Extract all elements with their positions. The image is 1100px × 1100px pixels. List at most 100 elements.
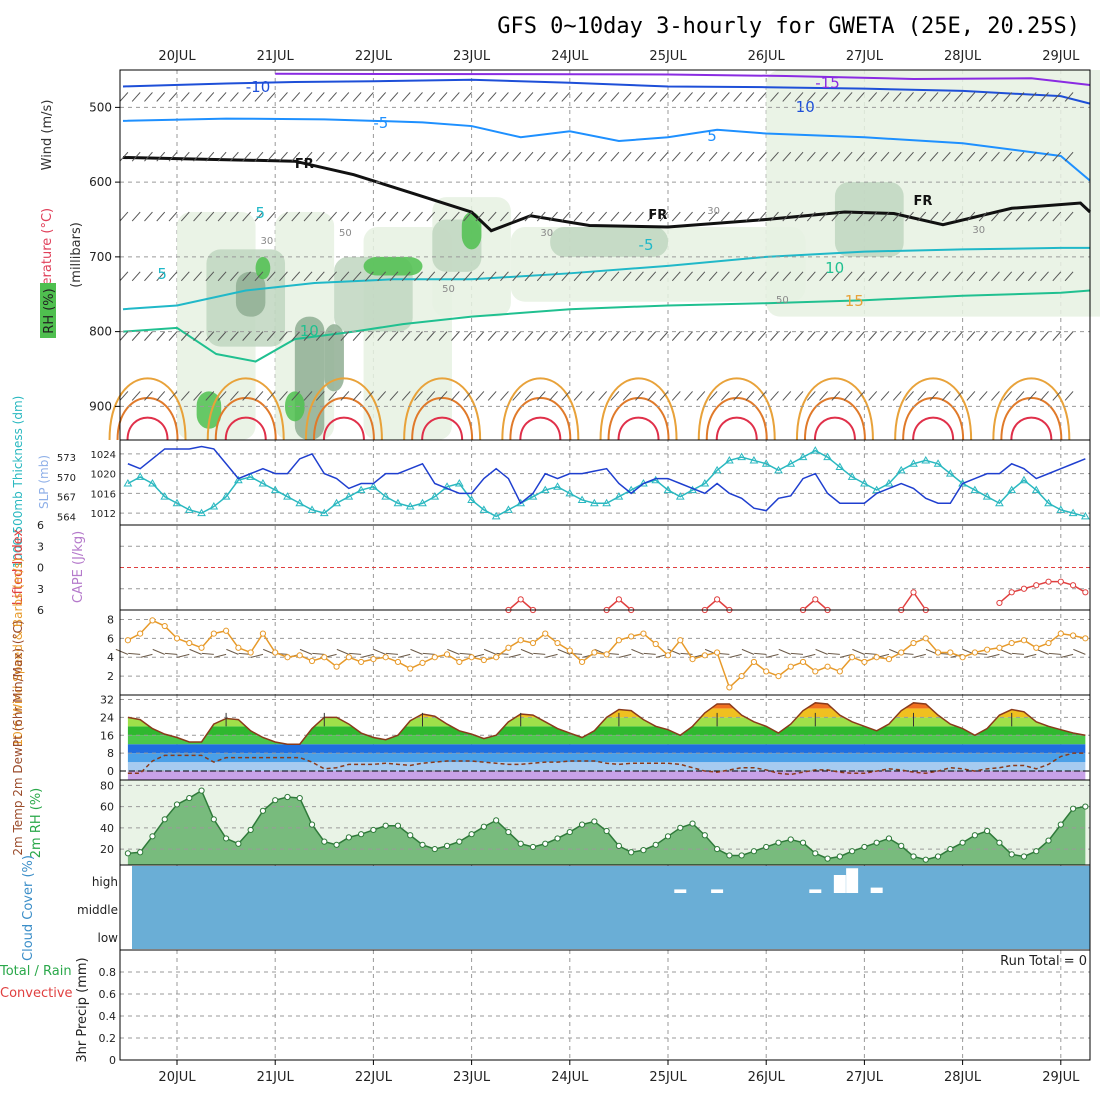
top-day-label: 29JUL (1042, 49, 1080, 64)
wind10m-barb (152, 648, 165, 655)
wind-barb (635, 151, 644, 162)
wind-barb (696, 391, 706, 401)
wind-barb (671, 391, 681, 401)
wind-barb (242, 211, 252, 222)
wind-speed-point (1082, 635, 1089, 642)
wind-barb (868, 92, 878, 102)
lifted-index-point (812, 596, 819, 603)
wind-speed-point (358, 658, 365, 666)
wind-barb (156, 271, 166, 282)
wind-barb (647, 92, 657, 102)
wind-speed-point (1045, 639, 1052, 647)
precip-tick-label: 0.6 (99, 988, 117, 1001)
wind-speed-point (836, 668, 843, 675)
wind-barb (1003, 211, 1013, 222)
wind-barb (941, 331, 951, 341)
wind-barb (230, 151, 239, 162)
wind10m-barb (913, 653, 926, 658)
wind-barb (1027, 92, 1037, 102)
thickness-point (737, 452, 747, 461)
wind-barb (770, 151, 779, 162)
lifted-index-point (1069, 582, 1077, 589)
wind-barb (168, 391, 178, 401)
wind-barb (991, 92, 1000, 102)
wind-barb (487, 391, 497, 401)
rh2m-point (873, 839, 880, 846)
wind-barb (782, 92, 792, 102)
wind-barb (303, 92, 313, 102)
wind-barb (315, 331, 325, 341)
wind-barb (671, 331, 681, 341)
wind-barb (856, 331, 865, 341)
contour-label: -5 (639, 236, 654, 254)
wind-barb (782, 271, 792, 282)
wind-barb (954, 151, 963, 162)
wind-barb (696, 92, 706, 102)
contour-label: 10 (300, 322, 319, 340)
wind-barb (905, 331, 914, 341)
wind-barb (315, 92, 325, 102)
rh2m-point (358, 831, 365, 838)
wind-barb (1064, 92, 1074, 102)
wind10m-barb (1073, 648, 1086, 655)
wind-barb (770, 391, 779, 401)
wind-barb (242, 331, 252, 341)
wind-barb (475, 271, 485, 282)
wind-barb (856, 271, 865, 282)
wind-barb (242, 391, 252, 401)
wind-barb (180, 391, 190, 401)
wind-barb (303, 211, 313, 222)
temp-tick-label: 8 (107, 747, 114, 760)
wind-barb (647, 151, 657, 162)
wind-barb (549, 211, 558, 222)
thickness-point (970, 485, 980, 494)
wind10m-barb (250, 653, 264, 658)
wind-speed-point (566, 647, 573, 654)
lifted-index-point (517, 596, 524, 603)
wind-barb (512, 92, 522, 102)
wind-barb (757, 211, 767, 222)
pressure-tick-label: 500 (89, 100, 112, 114)
wind10m-barb (827, 652, 840, 655)
surface-isotherm (224, 416, 267, 441)
lifted-index-point (1008, 589, 1015, 596)
wind-speed-point (984, 646, 991, 653)
wind-barb (266, 271, 276, 282)
wind-barb (991, 331, 1000, 341)
wind-speed-point (431, 654, 438, 661)
wind-barb (315, 151, 325, 162)
rh2m-point (419, 841, 426, 848)
wind-barb (561, 331, 571, 341)
wind-barb (843, 331, 853, 341)
wind-barb (721, 92, 730, 102)
contour-label: -5 (373, 114, 388, 132)
wind-speed-point (382, 654, 389, 661)
wind-barb (487, 331, 497, 341)
thickness-point (810, 446, 820, 454)
wind-barb (414, 271, 423, 282)
wind-barb (291, 92, 301, 102)
rh-contour-label: 50 (776, 295, 789, 306)
wind-barb (365, 331, 374, 341)
thickness-point (197, 508, 206, 517)
wind-barb (880, 391, 890, 401)
wind10m-barb (410, 648, 423, 655)
wind-barb (389, 271, 399, 282)
bottom-day-label: 28JUL (944, 1070, 982, 1085)
wind-barb (340, 92, 350, 102)
wind-barb (205, 211, 215, 222)
wind10m-barb (128, 652, 141, 655)
rh2m-point (382, 822, 389, 829)
wind-barb (966, 391, 976, 401)
wind-barb (659, 151, 669, 162)
contour-label: 5 (256, 204, 266, 222)
wind-barb (831, 271, 841, 282)
wind-barb (1027, 391, 1037, 401)
temp-band (127, 726, 1086, 736)
wind-barb (438, 271, 448, 282)
wind-barb (868, 331, 878, 341)
wind-barb (365, 151, 374, 162)
wind-barb (941, 271, 951, 282)
wind-barb (180, 151, 190, 162)
wind-barb (365, 391, 374, 401)
